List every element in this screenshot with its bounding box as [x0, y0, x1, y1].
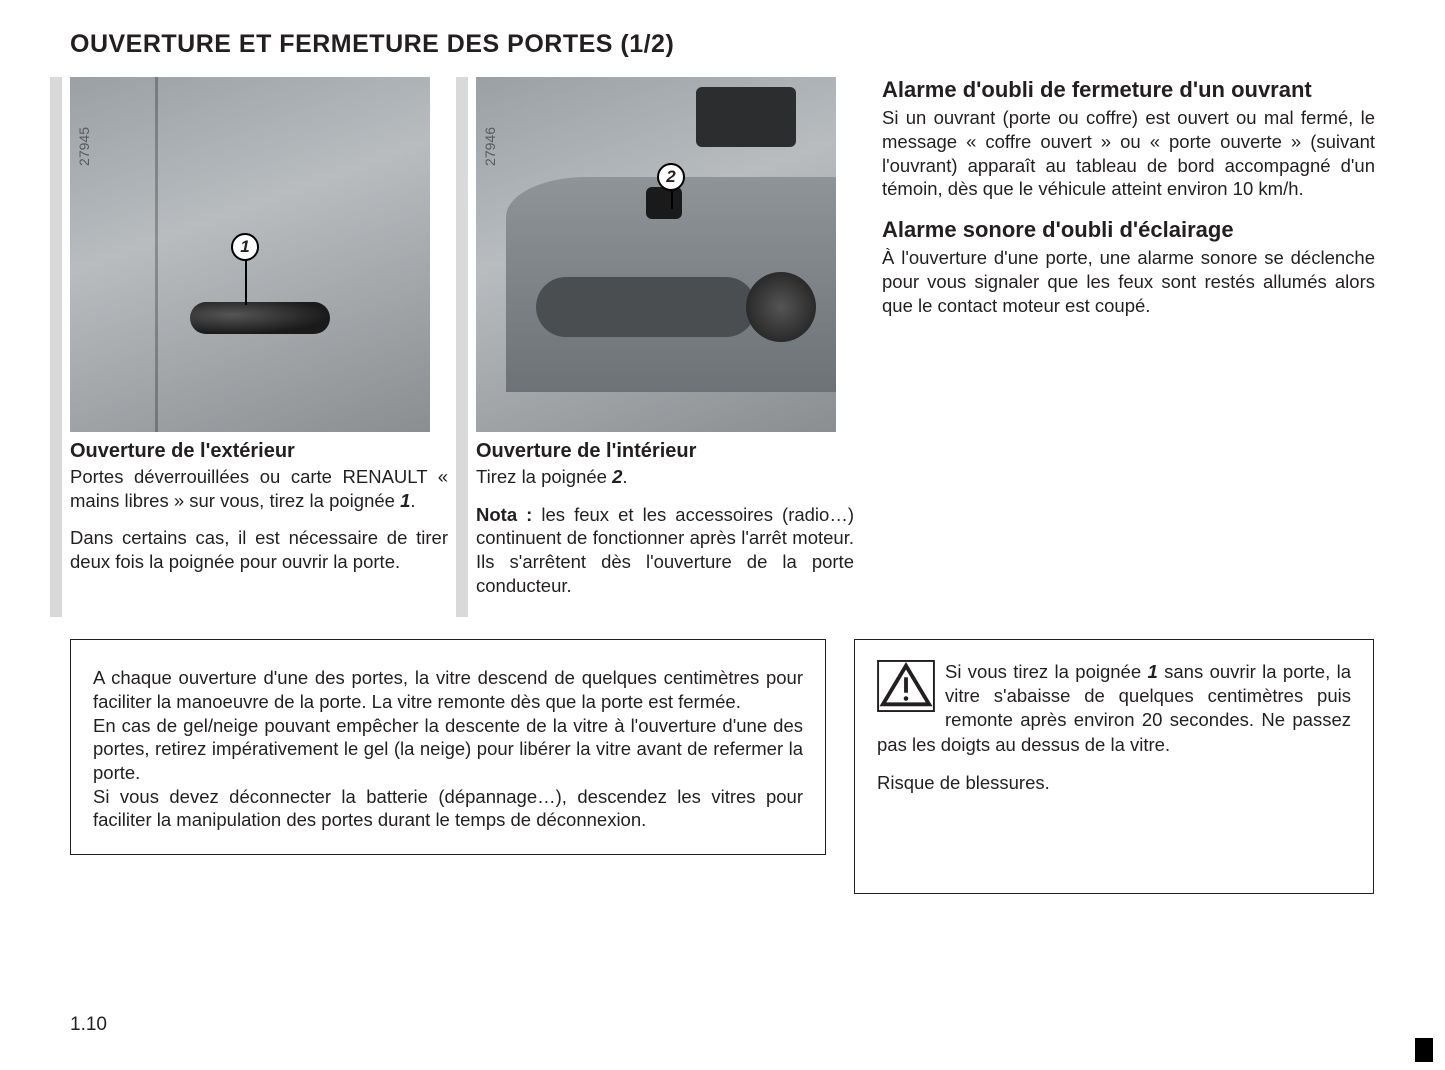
int-p2b: les feux et les accessoires (radio…) con…: [476, 504, 854, 596]
warn-p1a: Si vous tirez la poignée: [945, 661, 1147, 682]
mirror-graphic: [696, 87, 796, 147]
callout-line-1: [245, 259, 247, 305]
warning-triangle-icon: [877, 660, 935, 712]
right-p2: À l'ouverture d'une porte, une alarme so…: [882, 246, 1375, 317]
right-h2: Alarme sonore d'oubli d'éclairage: [882, 217, 1375, 242]
ext-p1: Portes déverrouillées ou carte RENAULT «…: [70, 465, 448, 512]
left-grey-bar: [50, 77, 62, 617]
door-seam: [155, 77, 158, 432]
interior-handle-graphic: [646, 187, 682, 219]
lower-row: A chaque ouverture d'une des portes, la …: [70, 611, 1375, 894]
callout-line-2: [671, 189, 673, 209]
warning-box: Si vous tirez la poignée 1 sans ouvrir l…: [854, 639, 1374, 894]
figure-id-left: 27945: [76, 127, 92, 166]
int-p2a: Nota :: [476, 504, 532, 525]
callout-2: 2: [657, 163, 685, 191]
int-p1a: Tirez la poignée: [476, 466, 612, 487]
right-h1: Alarme d'oubli de fermeture d'un ouvrant: [882, 77, 1375, 102]
page-number: 1.10: [70, 1014, 107, 1036]
bigbox-p1: A chaque ouverture d'une des portes, la …: [93, 666, 803, 713]
figure-id-mid: 27946: [482, 127, 498, 166]
ext-p1a: Portes déverrouillées ou carte RENAULT «…: [70, 466, 448, 511]
warn-p1b: 1: [1147, 661, 1157, 682]
col-left: 27945 1 Ouverture de l'extérieur Portes …: [70, 77, 448, 611]
int-p1: Tirez la poignée 2.: [476, 465, 854, 489]
warn-p2: Risque de blessures.: [877, 771, 1351, 795]
exterior-handle-graphic: [190, 302, 330, 334]
speaker-graphic: [746, 272, 816, 342]
bigbox-p2: En cas de gel/neige pouvant empêcher la …: [93, 714, 803, 785]
int-p2: Nota : les feux et les accessoires (radi…: [476, 503, 854, 598]
heading-interior: Ouverture de l'intérieur: [476, 440, 854, 463]
info-box-window: A chaque ouverture d'une des portes, la …: [70, 639, 826, 855]
int-p1b: 2: [612, 466, 622, 487]
col-right: Alarme d'oubli de fermeture d'un ouvrant…: [882, 77, 1375, 611]
figure-interior: 27946 2: [476, 77, 836, 432]
callout-1: 1: [231, 233, 259, 261]
ext-p1b: 1: [400, 490, 410, 511]
col-mid: 27946 2 Ouverture de l'intérieur Tirez l…: [476, 77, 854, 611]
figure-exterior: 27945 1: [70, 77, 430, 432]
int-p1c: .: [622, 466, 627, 487]
bigbox-p3: Si vous devez déconnecter la batterie (d…: [93, 785, 803, 832]
ext-p1c: .: [410, 490, 415, 511]
page-title: OUVERTURE ET FERMETURE DES PORTES (1/2): [70, 30, 1375, 59]
mid-grey-bar: [456, 77, 468, 617]
heading-exterior: Ouverture de l'extérieur: [70, 440, 448, 463]
ext-p2: Dans certains cas, il est nécessaire de …: [70, 526, 448, 573]
content-columns: 27945 1 Ouverture de l'extérieur Portes …: [70, 77, 1375, 611]
corner-mark: [1415, 1038, 1433, 1062]
right-p1: Si un ouvrant (porte ou coffre) est ouve…: [882, 106, 1375, 201]
armrest-graphic: [536, 277, 756, 337]
